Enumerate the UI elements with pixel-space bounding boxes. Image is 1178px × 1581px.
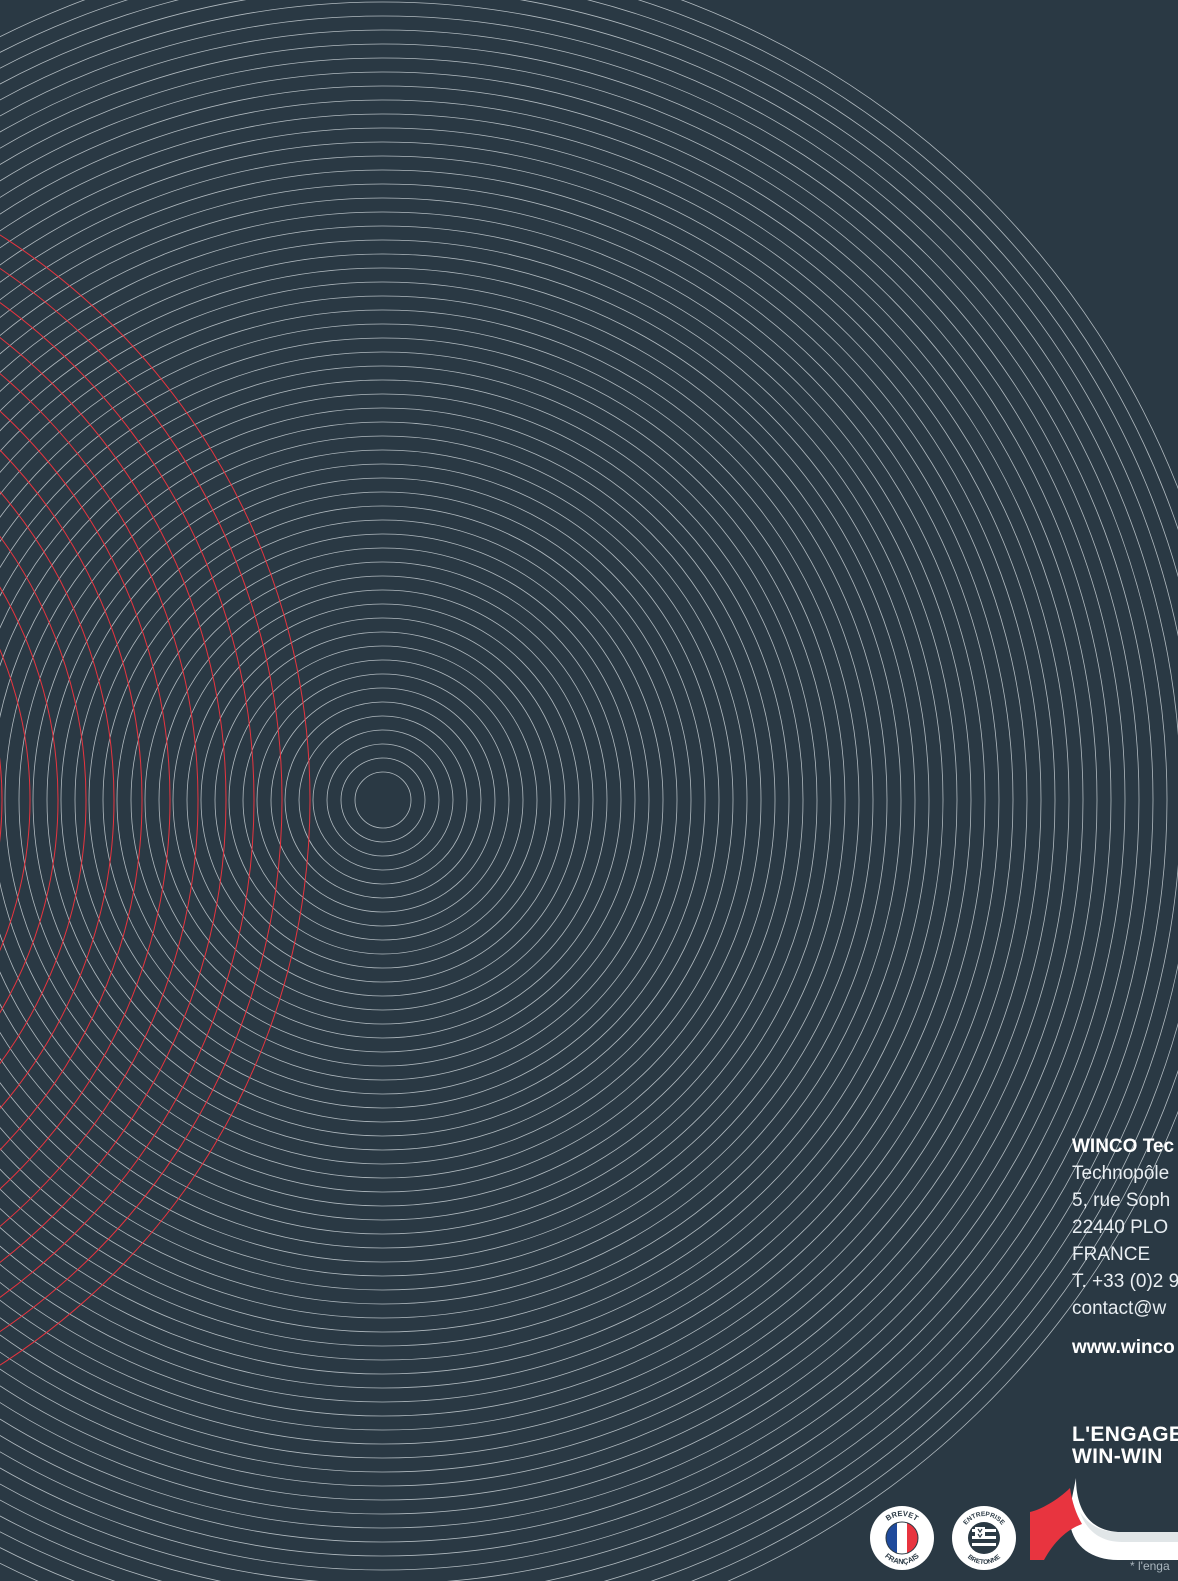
gray-ring bbox=[257, 674, 509, 926]
breton-flag-icon bbox=[968, 1522, 1000, 1554]
gray-ring bbox=[341, 758, 425, 842]
gray-ring bbox=[0, 142, 1041, 1458]
gray-ring bbox=[313, 730, 453, 870]
gray-ring bbox=[0, 212, 971, 1388]
gray-ring bbox=[0, 16, 1167, 1581]
gray-ring bbox=[355, 772, 411, 828]
gray-ring bbox=[47, 464, 719, 1136]
slogan-line-1: L'ENGAGE bbox=[1072, 1424, 1178, 1446]
french-flag-icon bbox=[886, 1522, 918, 1554]
company-name: WINCO Tec bbox=[1072, 1133, 1178, 1160]
gray-ring bbox=[0, 268, 915, 1332]
slogan-line-2: WIN-WIN bbox=[1072, 1446, 1178, 1468]
gray-ring bbox=[131, 548, 635, 1052]
contact-block: WINCO Tec Technopôle 5, rue Soph 22440 P… bbox=[1072, 1133, 1178, 1361]
red-ring bbox=[0, 410, 30, 1190]
gray-ring bbox=[75, 492, 691, 1108]
gray-ring bbox=[145, 562, 621, 1038]
gray-ring bbox=[0, 170, 1013, 1430]
gray-ring bbox=[0, 296, 887, 1304]
gray-ring bbox=[327, 744, 439, 856]
phone-number: T. +33 (0)2 9 bbox=[1072, 1268, 1178, 1295]
gray-ring bbox=[229, 646, 537, 954]
gray-ring bbox=[0, 58, 1125, 1542]
brevet-francais-badge: BREVET FRANÇAIS bbox=[869, 1505, 935, 1571]
gray-ring bbox=[33, 450, 733, 1150]
red-ring bbox=[0, 382, 58, 1218]
gray-ring bbox=[187, 604, 579, 996]
gray-ring bbox=[0, 72, 1111, 1528]
gray-ring bbox=[0, 324, 859, 1276]
address-country: FRANCE bbox=[1072, 1241, 1178, 1268]
address-line-3: 22440 PLO bbox=[1072, 1214, 1178, 1241]
gray-ring bbox=[61, 478, 705, 1122]
address-line-2: 5, rue Soph bbox=[1072, 1187, 1178, 1214]
red-ring bbox=[0, 158, 282, 1442]
red-ring bbox=[0, 354, 86, 1246]
gray-ring bbox=[0, 408, 775, 1192]
gray-ring bbox=[0, 226, 957, 1374]
gray-ring bbox=[117, 534, 649, 1066]
red-ring bbox=[0, 438, 2, 1162]
gray-ring bbox=[271, 688, 495, 912]
gray-ring bbox=[89, 506, 677, 1094]
gray-ring bbox=[0, 380, 803, 1220]
red-ring bbox=[0, 214, 226, 1386]
gray-ring bbox=[0, 366, 817, 1234]
gray-ring bbox=[0, 394, 789, 1206]
gray-ring bbox=[0, 114, 1069, 1486]
email-address[interactable]: contact@w bbox=[1072, 1295, 1178, 1322]
gray-ring bbox=[285, 702, 481, 898]
footnote: * l'enga bbox=[1130, 1559, 1170, 1573]
gray-ring bbox=[0, 100, 1083, 1500]
gray-ring bbox=[201, 618, 565, 982]
gray-ring bbox=[0, 254, 929, 1346]
gray-ring bbox=[0, 86, 1097, 1514]
red-ring bbox=[0, 130, 310, 1470]
gray-ring bbox=[0, 128, 1055, 1472]
gray-ring bbox=[5, 422, 761, 1178]
gray-ring bbox=[215, 632, 551, 968]
website-link[interactable]: www.winco bbox=[1072, 1334, 1178, 1361]
gray-ring bbox=[299, 716, 467, 884]
slogan: L'ENGAGE WIN-WIN bbox=[1072, 1424, 1178, 1468]
gray-ring bbox=[0, 44, 1139, 1556]
gray-ring bbox=[0, 240, 943, 1360]
gray-ring bbox=[0, 198, 985, 1402]
entreprise-bretonne-badge: ENTREPRISE BRETONNE bbox=[951, 1505, 1017, 1571]
gray-ring bbox=[0, 338, 845, 1262]
gray-ring bbox=[19, 436, 747, 1164]
winco-logo-mark bbox=[1030, 1478, 1178, 1560]
address-line-1: Technopôle bbox=[1072, 1160, 1178, 1187]
